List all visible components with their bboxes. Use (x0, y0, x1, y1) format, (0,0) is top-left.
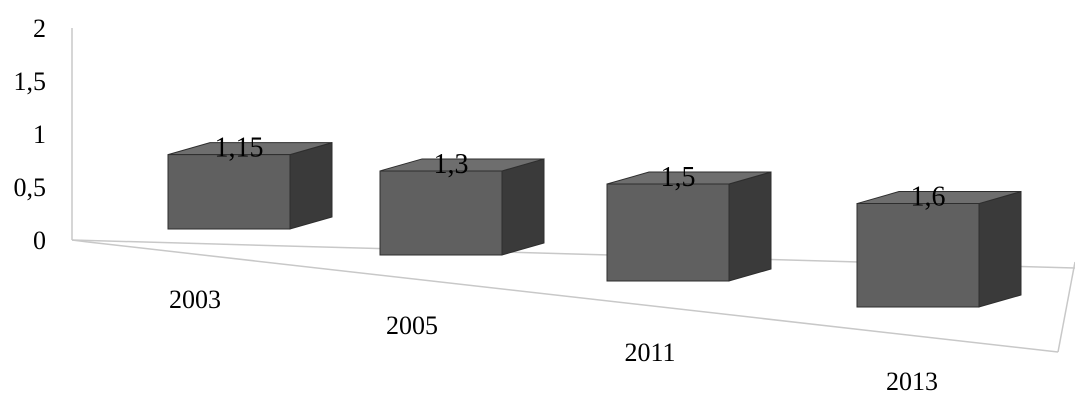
bar-front-face (379, 170, 503, 256)
bar-2005 (379, 158, 545, 256)
y-tick-label: 1 (33, 120, 46, 149)
x-tick-label: 2005 (386, 311, 438, 340)
bar-front-face (167, 154, 291, 230)
bars (167, 141, 1022, 308)
data-label: 1,6 (911, 182, 946, 213)
data-label: 1,15 (215, 133, 264, 164)
y-tick-label: 1,5 (14, 67, 47, 96)
bar-side-face (289, 141, 333, 230)
bar-2011 (606, 171, 772, 282)
bar-2003 (167, 141, 333, 230)
y-tick-label: 2 (33, 14, 46, 43)
y-tick-label: 0,5 (14, 173, 47, 202)
data-label: 1,3 (434, 149, 469, 180)
x-axis-line (87, 241, 1059, 353)
bar-front-face (606, 183, 730, 282)
bar-side-face (728, 171, 772, 282)
bar-front-face (856, 203, 980, 308)
labels: 0 0,5 1 1,5 2 1,15 2003 1,3 2005 1,5 2011 1,6 2013 (14, 14, 946, 396)
y-tick-label: 0 (33, 226, 46, 255)
floor-left-edge (71, 239, 89, 243)
x-tick-label: 2011 (624, 338, 675, 367)
x-tick-label: 2003 (169, 285, 221, 314)
bar-2013 (856, 190, 1022, 308)
data-label: 1,5 (661, 162, 696, 193)
floor-right-edge (1057, 261, 1075, 353)
x-tick-label: 2013 (886, 367, 938, 394)
bar-side-face (501, 158, 545, 256)
bar-side-face (978, 190, 1022, 308)
